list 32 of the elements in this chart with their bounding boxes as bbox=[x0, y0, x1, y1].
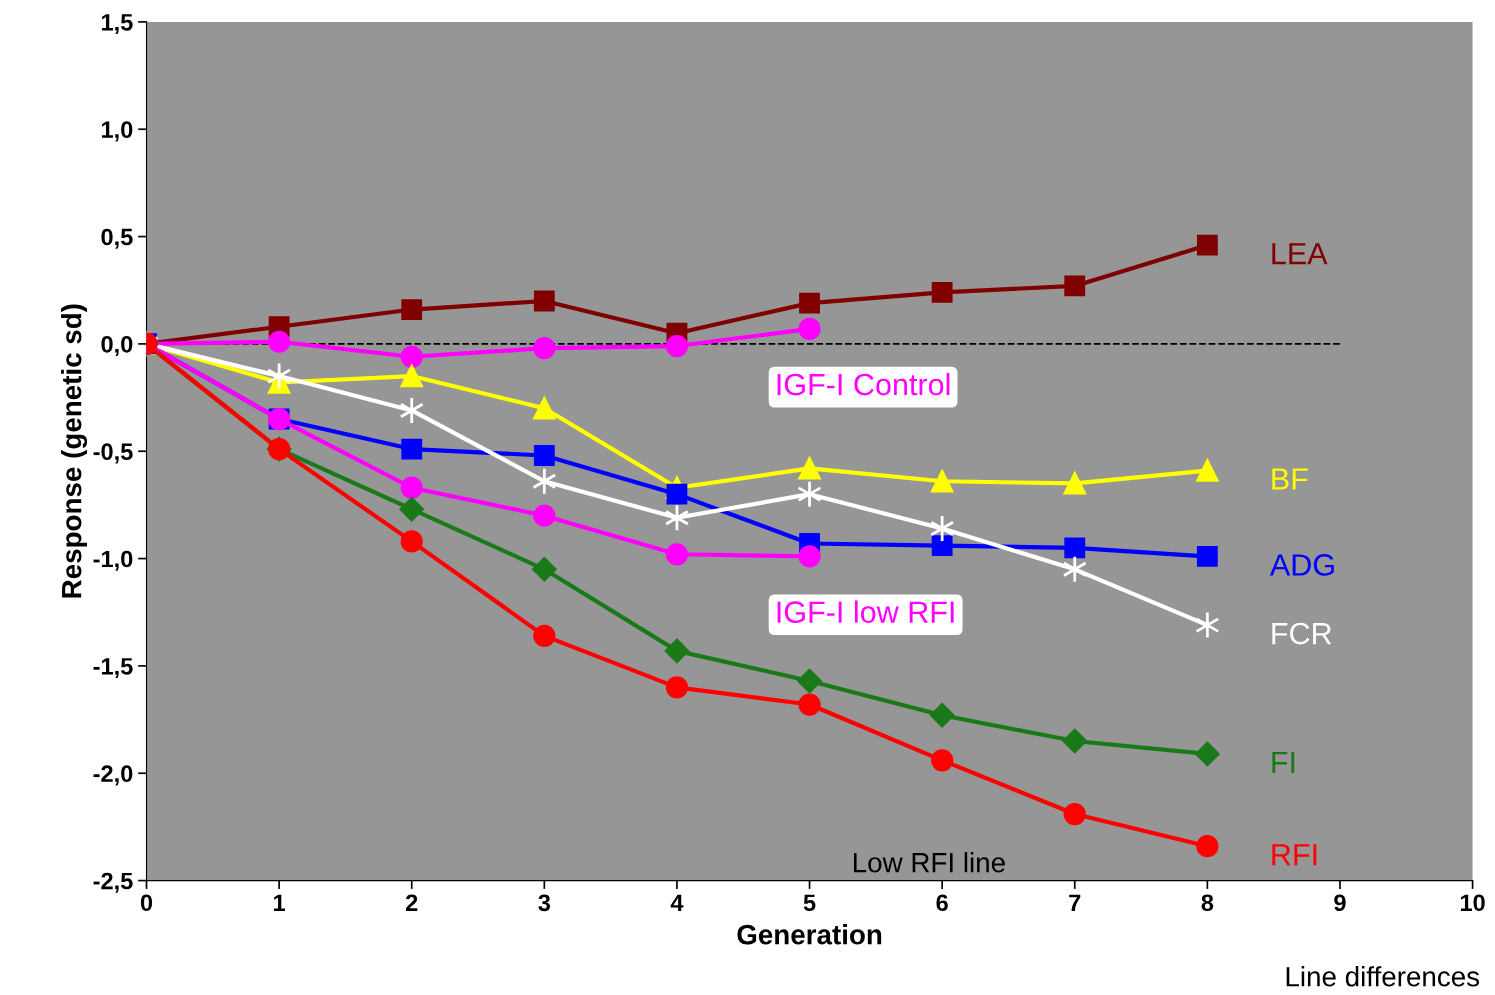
x-tick-label: 5 bbox=[803, 894, 816, 912]
y-axis-title: Response (genetic sd) bbox=[61, 304, 88, 598]
x-tick-label: 4 bbox=[670, 894, 684, 911]
y-tick-label: -2,0 bbox=[93, 765, 133, 786]
y-tick-label: 1,5 bbox=[101, 14, 133, 35]
series-label: FCR bbox=[1272, 622, 1332, 645]
x-tick-label: 10 bbox=[1460, 894, 1485, 912]
annotation: Low RFI line bbox=[853, 852, 1005, 873]
x-tick-label: 1 bbox=[274, 894, 286, 911]
series-label: BF bbox=[1272, 468, 1308, 490]
x-axis-title: Generation bbox=[737, 924, 882, 945]
series-label: ADG bbox=[1269, 554, 1334, 576]
x-tick-label: 8 bbox=[1201, 894, 1214, 912]
y-tick-label: -2,5 bbox=[93, 872, 133, 893]
series-label: RFI bbox=[1272, 844, 1317, 866]
x-tick-label: 3 bbox=[538, 894, 551, 912]
y-tick-label: 0,5 bbox=[101, 228, 133, 249]
x-tick-label: 2 bbox=[405, 894, 418, 911]
text: Line differences bbox=[1286, 966, 1480, 987]
x-tick-label: 7 bbox=[1069, 894, 1081, 911]
series-label: FI bbox=[1272, 751, 1295, 773]
y-tick-label: 0,0 bbox=[101, 335, 133, 357]
x-tick-label: 9 bbox=[1334, 894, 1346, 912]
series-label: IGF-I low RFI bbox=[777, 600, 954, 623]
y-tick-label: -0,5 bbox=[93, 443, 133, 464]
y-tick-label: 1,0 bbox=[101, 121, 133, 142]
x-tick-label: 0 bbox=[140, 894, 153, 912]
y-tick-label: -1,0 bbox=[93, 550, 133, 571]
x-tick-label: 6 bbox=[936, 894, 948, 912]
series-label: IGF-I Control bbox=[777, 372, 950, 396]
y-tick-label: -1,5 bbox=[93, 658, 133, 679]
series-label: LEA bbox=[1272, 243, 1328, 265]
